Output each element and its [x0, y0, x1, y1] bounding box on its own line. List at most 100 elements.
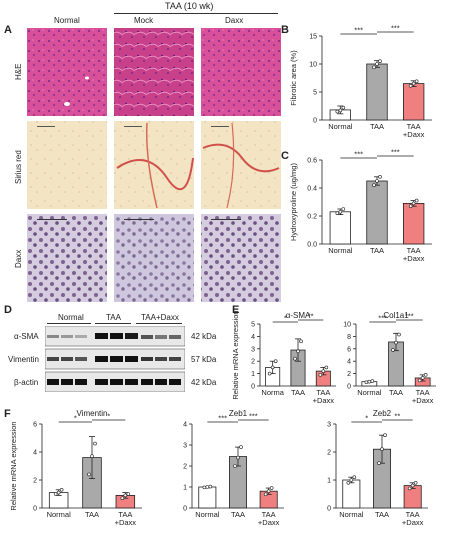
chart-b-point: [414, 79, 419, 84]
chart-e1-ytick-label: 2: [251, 359, 255, 366]
chart-f2-ytick-label: 0: [183, 506, 187, 513]
chart-c-bar: [402, 202, 425, 245]
chart-e2-point: [394, 340, 398, 345]
chart-f3-bar: [403, 485, 422, 509]
wb-size-bactin: 42 kDa: [191, 378, 217, 387]
chart-f2-category-label: Normal: [195, 510, 220, 519]
wb-group-line-taa: [95, 323, 131, 324]
wb-blot-image: [45, 326, 185, 392]
chart-b-point: [378, 59, 382, 64]
sirius-normal-image: [27, 121, 107, 209]
panel-letter-c: C: [281, 150, 289, 162]
chart-f3-point: [383, 433, 387, 438]
chart-f2-bar: [198, 486, 217, 509]
chart-f2-point: [202, 485, 207, 490]
chart-c-point: [414, 198, 419, 203]
panel-letter-a: A: [4, 24, 12, 36]
chart-f3-bar: [342, 479, 361, 509]
chart-f3-category-label: TAA: [375, 510, 389, 519]
chart-f3-point: [407, 486, 412, 491]
chart-c-ytick-label: 0.0: [307, 242, 317, 249]
chart-c-point: [411, 201, 416, 206]
chart-e1-ylabel: Relative mRNA expression: [231, 310, 240, 399]
chart-f1-sig-label: *: [107, 412, 110, 421]
chart-b-ytick-label: 10: [309, 62, 317, 69]
chart-e1-sig-label: *: [284, 314, 287, 323]
chart-f1-category-label: TAA: [118, 510, 132, 519]
chart-e2-sig-label: ***: [378, 314, 387, 323]
chart-e2-ytick-label: 2: [347, 371, 351, 378]
chart-e1-point: [299, 339, 303, 344]
chart-e2-ytick-label: 6: [347, 346, 351, 353]
chart-f3-point: [352, 475, 357, 480]
chart-e1-point: [267, 371, 272, 376]
chart-b-point: [338, 108, 343, 113]
wb-protein-vimentin: Vimentin: [8, 355, 39, 364]
chart-e2-ytick-label: 8: [347, 334, 351, 341]
chart-b-point: [335, 109, 340, 114]
wb-group-line-normal: [47, 323, 91, 324]
chart-c-point: [408, 204, 413, 208]
wb-size-vimentin: 57 kDa: [191, 355, 217, 364]
chart-e1-sig-label: **: [308, 312, 314, 321]
chart-c-point: [372, 183, 376, 187]
chart-f2-title: Zeb1: [229, 409, 248, 418]
chart-f2-point: [263, 492, 268, 497]
chart-b-bar: [366, 63, 388, 121]
chart-f3-point: [413, 480, 418, 485]
chart-f2-sig-label: ***: [249, 412, 258, 421]
chart-f2-ytick-label: 4: [183, 422, 187, 429]
panel-letter-e: E: [232, 304, 240, 316]
chart-f1-title: Vimentin: [77, 409, 108, 418]
chart-e1-point: [296, 349, 300, 354]
chart-e1-category-label: Norma: [261, 388, 284, 397]
chart-f1-ytick-label: 0: [33, 506, 37, 513]
chart-c-point: [341, 207, 346, 211]
chart-e1-ytick-label: 4: [251, 334, 255, 341]
chart-f3-category-label: Normal: [339, 510, 364, 519]
histology-col-normal: Normal: [54, 16, 80, 25]
wb-group-taa: TAA: [106, 313, 121, 322]
wb-group-line-taa-daxx: [136, 323, 182, 324]
chart-f3-ytick-label: 2: [327, 450, 331, 457]
chart-f2-point: [236, 455, 240, 460]
he-normal-image: [27, 28, 107, 116]
chart-e2-point: [417, 378, 422, 383]
chart-f1-point: [90, 454, 94, 459]
chart-f2-point: [239, 445, 243, 449]
chart-c-category-label: Normal: [328, 246, 353, 255]
chart-f3-point: [380, 447, 384, 452]
chart-c-sig-label: ***: [391, 148, 400, 157]
chart-f3-point: [377, 461, 381, 466]
chart-b-bar: [402, 83, 425, 121]
chart-f2-ytick-label: 2: [183, 464, 187, 471]
chart-b-point: [375, 62, 379, 66]
chart-e1-title: α-SMA: [286, 311, 311, 320]
chart-c-sig-label: ***: [354, 150, 363, 159]
chart-e1-category-label: TAA: [291, 388, 305, 397]
chart-f3-ytick-label: 1: [327, 478, 331, 485]
chart-f1-sig-label: *: [74, 414, 77, 423]
chart-e1-ytick-label: 5: [251, 322, 255, 329]
chart-e2-point: [367, 379, 372, 384]
chart-c-point: [335, 211, 340, 215]
daxx-normal-image: [27, 214, 107, 302]
histology-col-daxx: Daxx: [225, 16, 244, 25]
wb-group-normal: Normal: [58, 313, 84, 322]
chart-f1-point: [120, 496, 125, 501]
histology-images: [27, 28, 281, 302]
chart-c-ytick-label: 0.6: [307, 158, 317, 165]
chart-b-category-label: TAA: [370, 122, 384, 131]
chart-b-category-label: TAA: [407, 122, 421, 131]
chart-f3-title: Zeb2: [373, 409, 392, 418]
wb-protein-bactin: β-actin: [14, 378, 39, 387]
chart-b-ytick-label: 15: [309, 34, 317, 41]
daxx-mock-image: [114, 214, 194, 302]
chart-f2-ytick-label: 1: [183, 485, 187, 492]
chart-e2-ytick-label: 0: [347, 384, 351, 391]
panel-letter-f: F: [4, 408, 11, 420]
chart-f2-point: [266, 489, 271, 494]
chart-c-category-label: TAA: [370, 246, 384, 255]
chart-f1-category-label: +Daxx: [115, 518, 137, 527]
chart-c-bar: [366, 180, 388, 245]
